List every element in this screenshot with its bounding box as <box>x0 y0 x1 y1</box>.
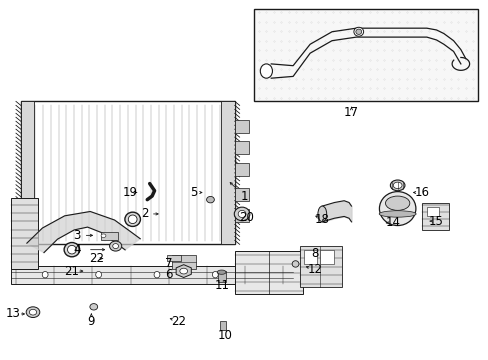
Text: 15: 15 <box>428 215 443 228</box>
Text: 17: 17 <box>343 105 358 119</box>
Ellipse shape <box>379 192 415 226</box>
Ellipse shape <box>67 246 76 254</box>
Bar <box>220 321 225 330</box>
Text: 14: 14 <box>385 216 400 229</box>
Text: 22: 22 <box>171 315 186 328</box>
Ellipse shape <box>355 29 361 35</box>
Text: 12: 12 <box>307 263 322 276</box>
Ellipse shape <box>206 197 214 203</box>
Text: 22: 22 <box>88 252 103 265</box>
Bar <box>234 209 249 222</box>
Ellipse shape <box>291 261 298 267</box>
Text: 11: 11 <box>215 279 230 292</box>
Ellipse shape <box>29 309 37 315</box>
Ellipse shape <box>109 241 122 251</box>
Bar <box>11 266 292 284</box>
Text: 6: 6 <box>165 268 173 281</box>
Text: 8: 8 <box>311 247 318 260</box>
Bar <box>234 251 302 294</box>
Ellipse shape <box>260 64 272 78</box>
Ellipse shape <box>124 212 140 226</box>
Text: 10: 10 <box>217 329 232 342</box>
Bar <box>221 102 234 244</box>
Text: 7: 7 <box>165 257 173 270</box>
Text: 2: 2 <box>141 207 148 220</box>
Text: 21: 21 <box>64 265 79 278</box>
Ellipse shape <box>353 27 363 36</box>
Ellipse shape <box>96 271 102 278</box>
Bar <box>234 163 249 176</box>
Polygon shape <box>27 211 140 253</box>
Bar <box>21 102 234 244</box>
Text: 16: 16 <box>414 186 428 199</box>
Bar <box>234 141 249 154</box>
Ellipse shape <box>101 234 106 238</box>
Ellipse shape <box>238 210 245 217</box>
Text: 5: 5 <box>189 186 197 199</box>
Ellipse shape <box>389 180 404 191</box>
Ellipse shape <box>180 268 187 274</box>
Text: 1: 1 <box>240 190 248 203</box>
Ellipse shape <box>128 215 137 224</box>
Ellipse shape <box>26 307 40 318</box>
Bar <box>426 207 438 216</box>
Ellipse shape <box>317 206 326 222</box>
Bar <box>234 188 249 201</box>
Bar <box>11 198 38 269</box>
Ellipse shape <box>113 244 118 249</box>
Ellipse shape <box>64 243 80 257</box>
Ellipse shape <box>90 303 98 310</box>
Text: 3: 3 <box>73 229 81 242</box>
Ellipse shape <box>154 271 160 278</box>
Text: 4: 4 <box>73 243 81 256</box>
Bar <box>320 249 333 264</box>
Text: 19: 19 <box>122 186 138 199</box>
Bar <box>21 102 34 244</box>
Text: 20: 20 <box>239 211 254 224</box>
Bar <box>300 246 341 287</box>
Text: 18: 18 <box>314 213 329 226</box>
Text: 9: 9 <box>87 315 95 328</box>
Text: 13: 13 <box>6 307 21 320</box>
Ellipse shape <box>385 196 409 210</box>
Bar <box>171 255 196 269</box>
Bar <box>217 271 225 282</box>
Bar <box>421 203 448 230</box>
Ellipse shape <box>378 211 415 217</box>
Ellipse shape <box>212 271 218 278</box>
Ellipse shape <box>392 182 401 189</box>
Ellipse shape <box>234 207 249 221</box>
Bar <box>234 120 249 133</box>
Ellipse shape <box>42 271 48 278</box>
Ellipse shape <box>217 270 225 274</box>
Bar <box>166 255 181 261</box>
Bar <box>101 232 118 240</box>
Bar <box>303 249 317 264</box>
Bar <box>254 9 477 102</box>
